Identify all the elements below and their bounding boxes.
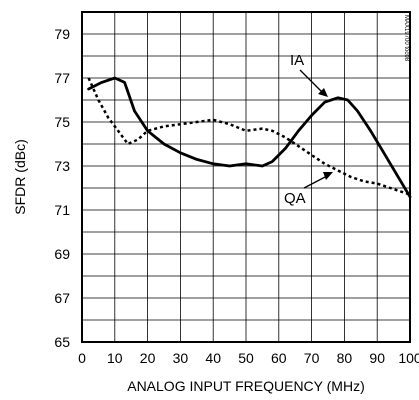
y-axis-label: SFDR (dBc) — [12, 139, 28, 214]
x-tick-label: 60 — [271, 350, 287, 366]
y-tick-label: 77 — [54, 70, 70, 86]
x-tick-label: 10 — [107, 350, 123, 366]
x-tick-label: 90 — [369, 350, 385, 366]
qa-annotation: QA — [284, 172, 333, 207]
y-tick-label: 71 — [54, 202, 70, 218]
series-lines — [87, 76, 412, 199]
plot-frame — [81, 11, 411, 343]
x-tick-label: 40 — [205, 350, 221, 366]
x-tick-labels: 0 10 20 30 40 50 60 70 80 90 100 — [78, 350, 419, 366]
y-tick-label: 75 — [54, 114, 70, 130]
y-tick-label: 73 — [54, 158, 70, 174]
ia-label: IA — [290, 52, 304, 69]
y-tick-label: 69 — [54, 246, 70, 262]
x-tick-label: 0 — [78, 350, 86, 366]
series-line-qa — [87, 77, 411, 196]
corner-label: MAX19700 toc08 — [403, 15, 409, 62]
y-tick-label: 79 — [54, 26, 70, 42]
y-tick-label: 65 — [54, 334, 70, 350]
qa-arrow-line — [303, 175, 328, 189]
ia-annotation: IA — [290, 52, 328, 97]
series-line-ia — [87, 76, 412, 199]
ia-arrow-line — [299, 69, 324, 94]
y-tick-labels: 65 67 69 71 73 75 77 79 — [54, 26, 70, 350]
x-tick-label: 100 — [398, 350, 419, 366]
qa-arrow-head — [323, 172, 333, 180]
y-tick-label: 67 — [54, 290, 70, 306]
x-axis-label: ANALOG INPUT FREQUENCY (MHz) — [127, 378, 365, 394]
x-tick-label: 50 — [238, 350, 254, 366]
x-tick-label: 70 — [304, 350, 320, 366]
qa-label: QA — [284, 190, 306, 207]
x-tick-label: 30 — [173, 350, 189, 366]
ia-arrow-head — [318, 88, 328, 97]
grid — [82, 12, 410, 342]
x-tick-label: 80 — [337, 350, 353, 366]
x-tick-label: 20 — [140, 350, 156, 366]
